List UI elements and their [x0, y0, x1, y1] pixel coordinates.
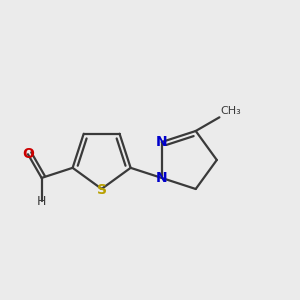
Text: N: N [156, 171, 167, 185]
Text: H: H [37, 194, 46, 208]
Text: CH₃: CH₃ [220, 106, 241, 116]
Text: O: O [22, 147, 34, 161]
Text: S: S [97, 183, 106, 197]
Text: N: N [156, 135, 167, 149]
